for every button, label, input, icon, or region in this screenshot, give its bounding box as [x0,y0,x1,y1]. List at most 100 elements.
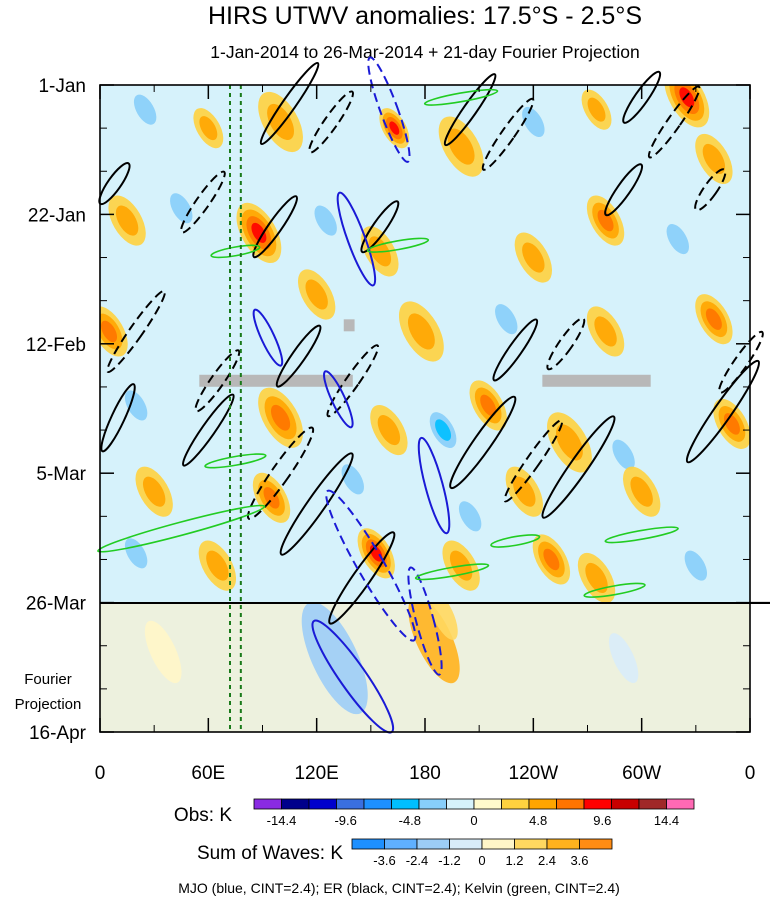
er-contour [259,61,320,146]
er-contour [194,349,241,413]
anomaly-blob [133,94,157,125]
y-tick-label: 26-Mar [26,594,87,615]
projection-blob [301,603,368,715]
anomaly-blob [666,224,689,255]
colorbar-cell [336,798,365,810]
y-tick-label: 5-Mar [36,464,86,485]
anomaly-blob [407,313,435,350]
kelvin-contour [583,582,646,598]
colorbar-tick-label: 2.4 [538,853,556,868]
projection-blob [428,603,458,640]
anomaly-blob [267,103,295,141]
er-contour [252,195,299,259]
anomaly-blob [480,394,497,417]
anomaly-blob [597,209,614,232]
obs-colorbar-label: Obs: K [174,805,232,826]
anomaly-blob [495,304,518,335]
projection-blob [408,603,460,684]
er-contour [718,330,764,394]
anomaly-blob [513,476,536,507]
er-contour [360,200,400,254]
er-contour [328,531,396,625]
er-contour [180,170,226,234]
projection-blob [608,633,639,683]
colorbar-cell [583,798,612,810]
y-tick-label: 22-Jan [28,205,86,226]
colorbar-cell [556,798,585,810]
colorbar-cell [253,798,282,810]
colorbar-cell [473,798,502,810]
legend-note: MJO (blue, CINT=2.4); ER (black, CINT=2.… [178,880,620,896]
anomaly-blob [522,106,545,138]
colorbar-cell [351,838,385,850]
colorbar-cell [391,798,420,810]
y-tick-label: 1-Jan [38,76,86,97]
anomaly-blob [101,320,118,343]
missing-data-band [343,319,355,332]
colorbar-cell [308,798,337,810]
colorbar-tick-label: -14.4 [267,813,297,828]
kelvin-contour [210,244,261,259]
mjo-contour [417,436,451,535]
colorbar-cell [514,838,548,850]
er-contour [246,426,315,520]
plot-area [97,56,770,734]
waves-colorbar-label: Sum of Waves: K [197,843,343,864]
colorbar-cell [416,838,450,850]
anomaly-blob [115,205,139,236]
anomaly-blob [594,316,617,347]
anomaly-blob [305,279,328,310]
colorbar-cell [449,838,483,850]
kelvin-contour [97,504,266,553]
colorbar-tick-label: 0 [478,853,485,868]
anomaly-blob [435,419,452,441]
anomaly-blob [389,121,400,135]
x-tick-label: 0 [745,763,756,784]
anomaly-blob [679,87,695,108]
colorbar-cell [611,798,640,810]
anomaly-blob [522,242,545,273]
x-tick-label: 120W [509,763,559,784]
mjo-contour [367,56,411,163]
chart-title: HIRS UTWV anomalies: 17.5°S - 2.5°S [208,2,642,30]
waves-colorbar: -3.6 -2.4 -1.2 0 1.2 2.4 3.6 [351,838,613,868]
anomaly-blob [199,116,218,141]
anomaly-blob [447,128,475,165]
colorbar-tick-label: 0 [470,813,477,828]
colorbar-tick-label: 3.6 [570,853,588,868]
er-contour [100,383,136,453]
colorbar-tick-label: -3.6 [373,853,395,868]
anomaly-blob [263,487,280,509]
projection-label-line2: Projection [15,696,82,713]
er-contour [503,419,564,503]
x-axis-ticks: 0 60E 120E 180 120W 60W 0 [95,85,756,784]
colorbar-tick-label: 1.2 [505,853,523,868]
colorbar-tick-label: 14.4 [654,813,679,828]
missing-data-bands [199,319,651,387]
kelvin-contour [604,526,679,544]
colorbar-tick-label: 9.6 [593,813,611,828]
anomaly-blob [429,190,475,251]
er-contour [182,393,235,467]
projection-blob [144,620,182,684]
anomaly-blob [458,501,482,532]
mjo-contour [323,370,354,429]
er-contour [685,359,760,464]
anomaly-blob [124,390,148,421]
anomaly-blob [705,308,722,330]
colorbar-tick-label: -1.2 [438,853,460,868]
projection-field [100,603,750,732]
x-tick-label: 120E [294,763,338,784]
kelvin-contour [366,237,430,253]
colorbar-tick-label: 4.8 [529,813,547,828]
er-contour [541,415,616,519]
colorbar-cell [446,798,475,810]
anomaly-blob [543,548,560,571]
er-contour [604,163,644,217]
projection-label-line1: Fourier [24,671,72,688]
colorbar-tick-label: -4.8 [399,813,421,828]
kelvin-contour [204,453,267,469]
x-tick-label: 0 [95,763,106,784]
er-contour [326,344,380,418]
anomaly-blob [142,476,166,507]
